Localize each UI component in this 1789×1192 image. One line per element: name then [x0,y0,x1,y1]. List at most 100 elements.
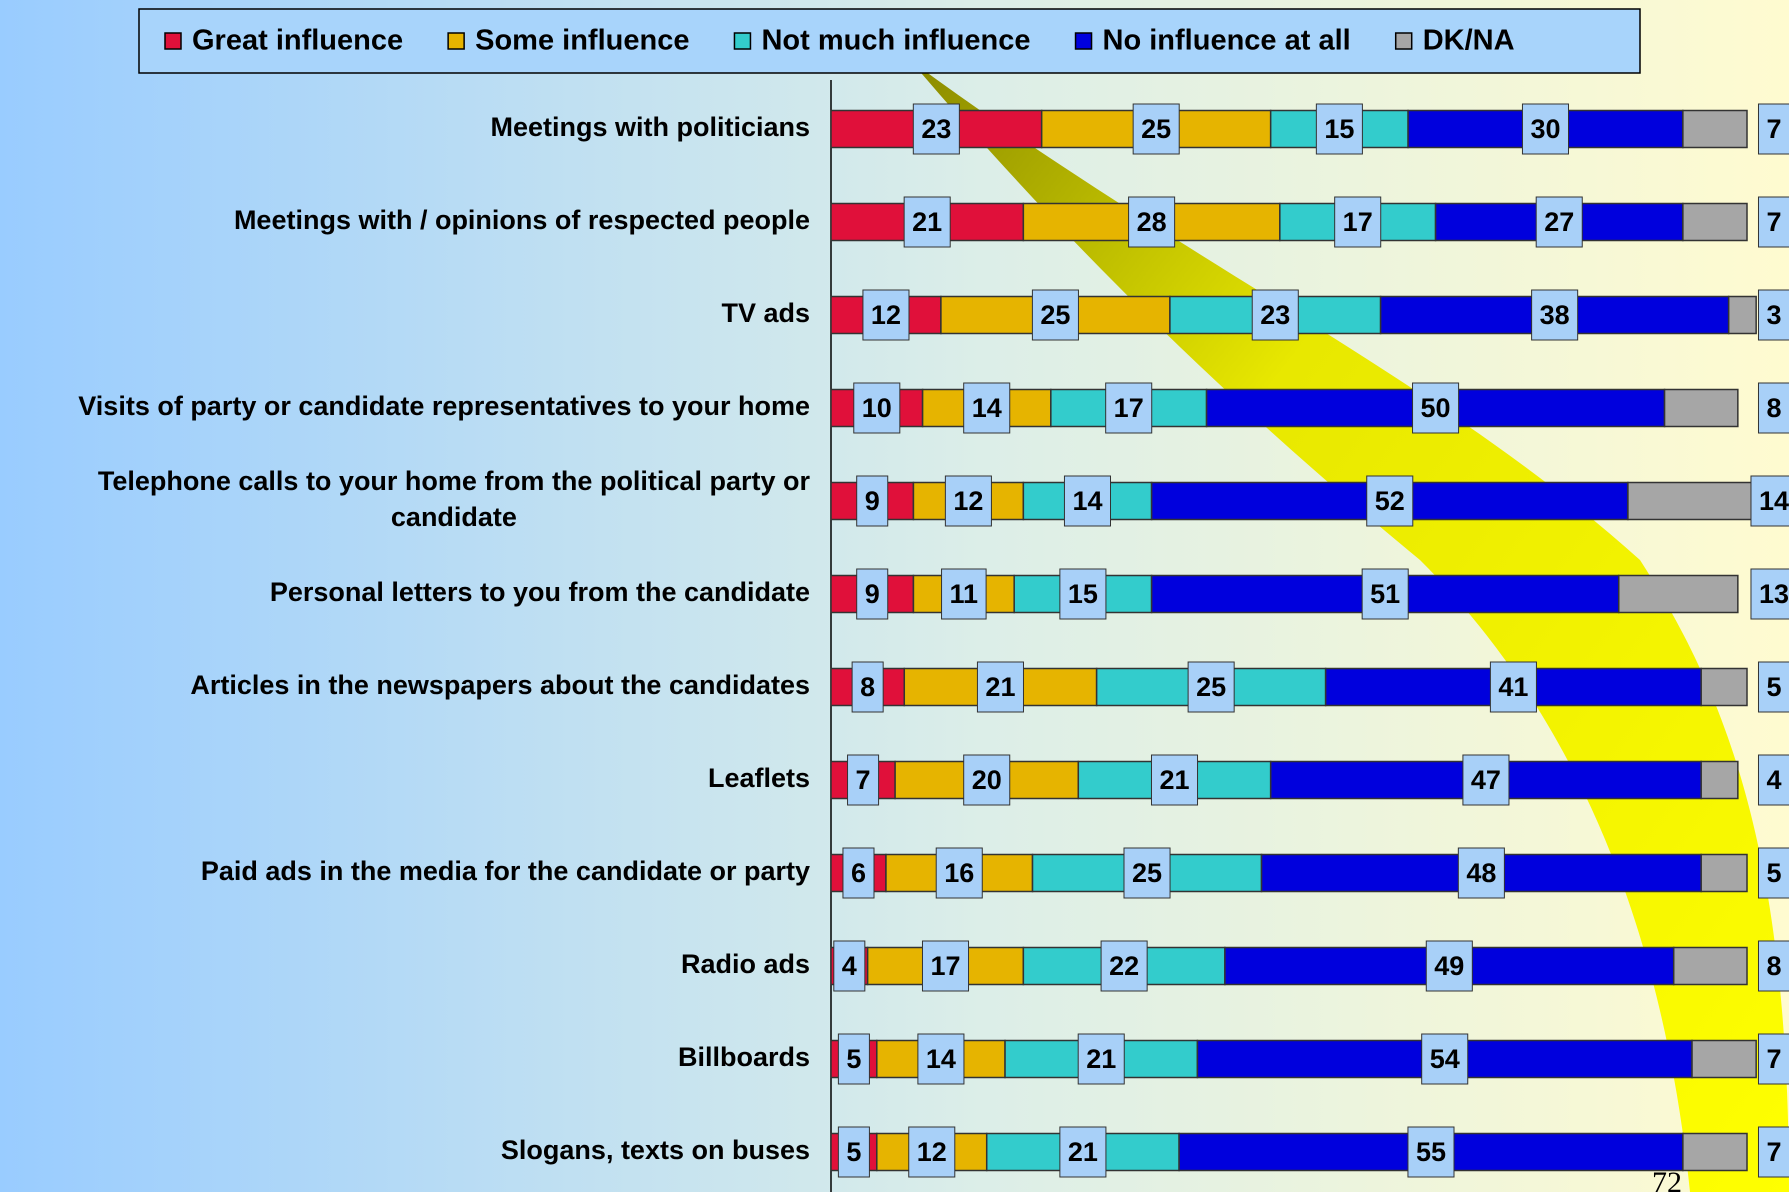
value-label-box [1750,475,1789,527]
value-label-text: 21 [1159,765,1189,795]
value-label: 47 [1462,754,1510,806]
value-label-text: 41 [1498,672,1528,702]
value-label-box [1132,103,1180,155]
value-label-text: 10 [862,393,892,423]
legend: Great influence Some influence Not much in… [164,25,1515,57]
value-label-box [1421,1033,1469,1085]
value-label-text: 25 [1196,672,1226,702]
value-label-text: 47 [1471,765,1501,795]
value-label-text: 9 [865,579,880,609]
value-label-box [1412,382,1460,434]
value-label: 30 [1521,103,1570,155]
value-label-box [1757,103,1789,155]
bar-segment [1700,667,1748,707]
value-label-box [1251,289,1299,341]
y-tick-label: Slogans, texts on buses [501,1135,810,1165]
value-label-box [912,103,960,155]
value-label-text: 3 [1766,300,1781,330]
value-label: 16 [935,847,983,899]
value-label-box [921,940,970,992]
value-label-box [1757,1126,1789,1178]
value-label-text: 54 [1430,1044,1460,1074]
value-label-box [917,1033,965,1085]
value-label: 21 [1150,754,1199,806]
value-label-text: 5 [1766,672,1781,702]
value-label: 23 [912,103,960,155]
y-tick-label: Meetings with politicians [490,112,810,142]
value-label: 14 [1750,475,1789,527]
y-tick-label-line: candidate [391,502,517,532]
value-label: 27 [1535,196,1583,248]
value-label-text: 4 [842,951,857,981]
value-label: 5 [837,1126,870,1178]
value-label: 25 [1187,661,1235,713]
value-label-box [1425,940,1473,992]
value-label-box [1366,475,1414,527]
value-label-box [1361,568,1409,620]
y-tick-label-line: Telephone calls to your home from the po… [98,466,811,496]
value-label: 4 [833,940,866,992]
value-label: 23 [1251,289,1299,341]
value-label: 15 [1059,568,1107,620]
value-label-box [1031,289,1079,341]
value-label: 3 [1757,289,1789,341]
value-label: 8 [1757,382,1789,434]
value-label: 17 [1105,382,1153,434]
value-label: 11 [941,568,987,620]
value-label: 5 [1757,661,1789,713]
value-label-text: 27 [1544,207,1574,237]
value-label-text: 8 [860,672,875,702]
value-label: 5 [837,1033,870,1085]
legend-label: No influence at all [1103,25,1351,57]
value-label-text: 7 [856,765,871,795]
value-label: 13 [1750,568,1789,620]
legend-swatch [447,32,465,50]
value-label-box [1489,661,1537,713]
value-label-box [1757,196,1789,248]
value-label-text: 12 [871,300,901,330]
y-tick-label: Articles in the newspapers about the can… [190,670,810,700]
y-tick-label: Personal letters to you from the candida… [270,577,810,607]
legend-label: Not much influence [761,25,1030,57]
value-label: 12 [908,1126,956,1178]
bar-segment [1627,481,1757,521]
value-label-text: 15 [1324,114,1354,144]
bar-segment [1700,760,1739,800]
legend-label: DK/NA [1423,25,1515,57]
value-label-text: 14 [1072,486,1102,516]
legend-swatch [1074,32,1093,50]
value-label: 7 [1757,1126,1789,1178]
value-label-box [856,475,889,527]
value-label: 55 [1407,1126,1455,1178]
value-label-box [903,196,951,248]
value-label-text: 6 [851,858,866,888]
value-label: 6 [842,847,875,899]
value-label: 38 [1531,289,1579,341]
legend-label: Some influence [475,25,689,57]
value-label-text: 9 [865,486,880,516]
value-label: 17 [921,940,970,992]
value-label-text: 21 [985,672,1015,702]
legend-swatch [733,32,752,50]
value-label: 4 [1757,754,1789,806]
bar-segment [1682,202,1748,242]
value-label-text: 15 [1068,579,1098,609]
value-label: 54 [1421,1033,1469,1085]
value-label-text: 52 [1375,486,1405,516]
bar-segment [1672,946,1748,986]
value-label-text: 25 [1040,300,1070,330]
y-tick-label: Radio ads [681,949,810,979]
value-label: 5 [1757,847,1789,899]
value-label-box [935,847,983,899]
value-label: 51 [1361,568,1409,620]
value-label: 28 [1128,196,1176,248]
value-label-box [851,661,884,713]
value-label: 25 [1123,847,1171,899]
value-label: 14 [963,382,1011,434]
value-label-box [1334,196,1382,248]
legend-swatch [1394,32,1413,50]
value-label-box [1059,568,1107,620]
value-label-box [1407,1126,1455,1178]
value-label-text: 7 [1766,1044,1781,1074]
legend-swatch [164,32,182,50]
